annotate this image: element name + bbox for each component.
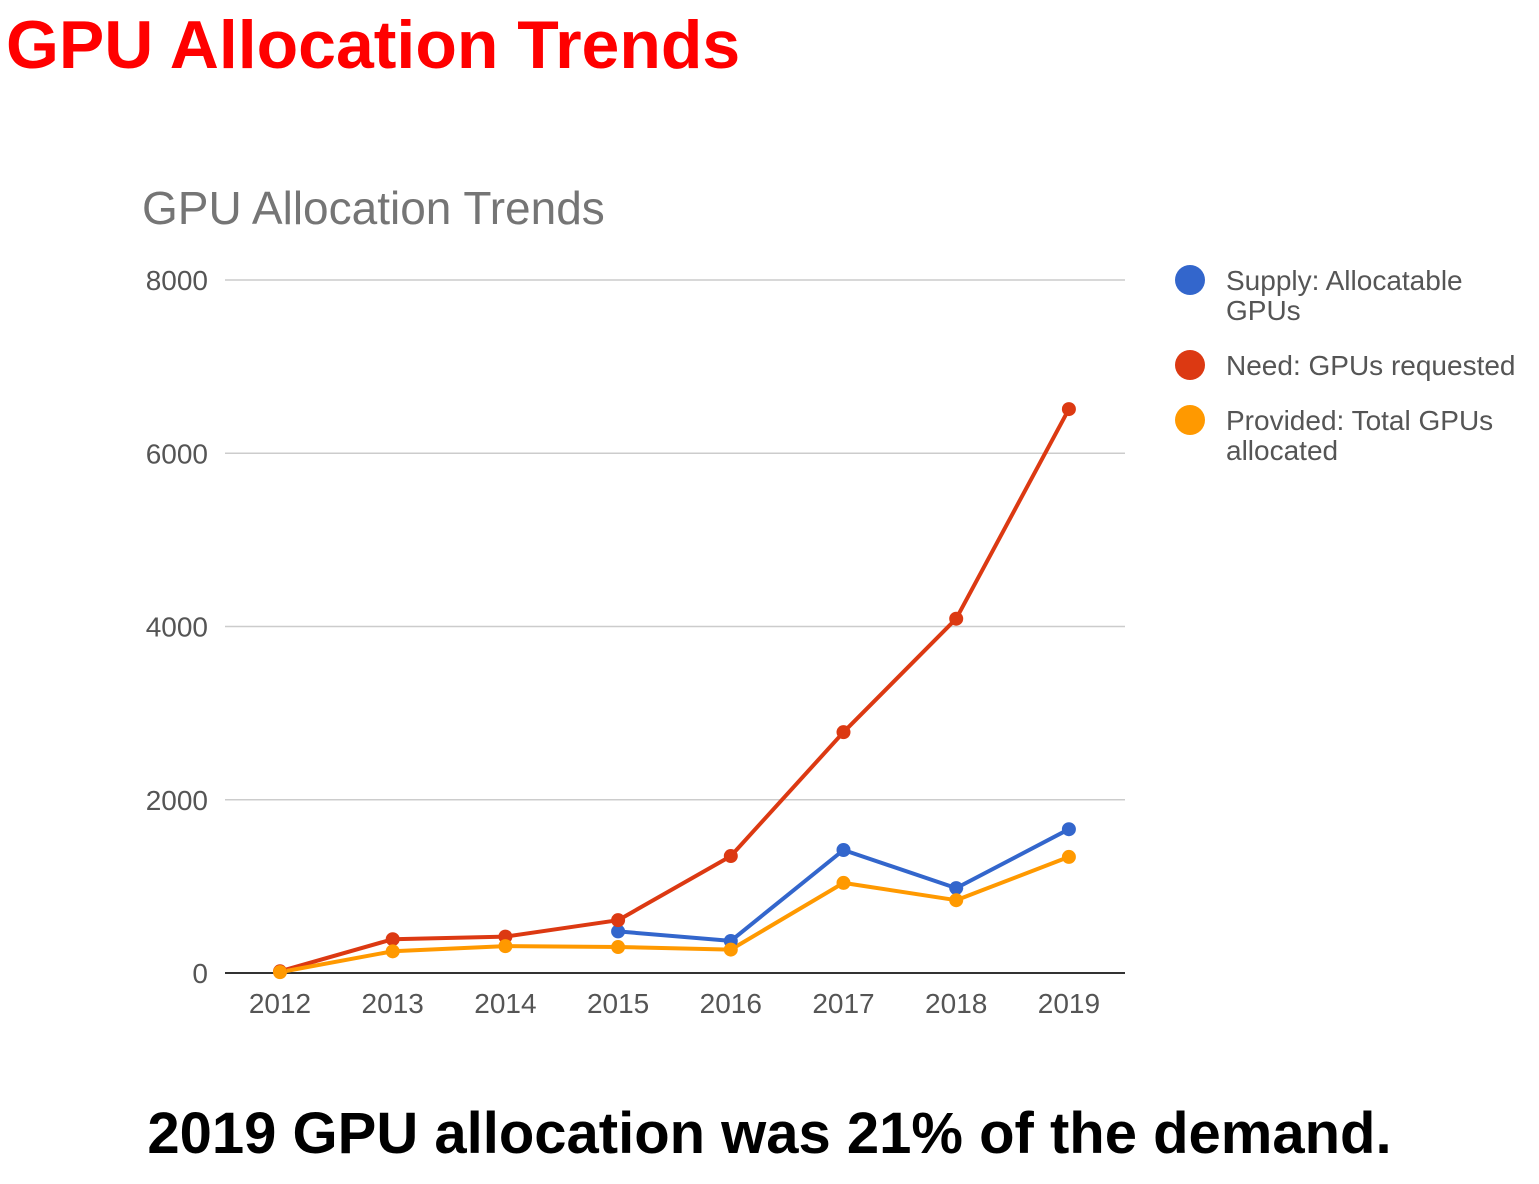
data-points	[273, 402, 1076, 980]
x-axis-ticks: 2012 2013 2014 2015 2016 2017 2018 2019	[249, 988, 1100, 1019]
x-tick-label: 2019	[1038, 988, 1100, 1019]
legend-marker-1	[1175, 350, 1205, 380]
series-line-2	[278, 854, 1071, 975]
x-tick-label: 2017	[812, 988, 874, 1019]
legend-label-1: Need: GPUs requested	[1226, 350, 1516, 381]
chart-title: GPU Allocation Trends	[142, 182, 605, 234]
data-point-2	[385, 944, 400, 959]
y-tick-label: 8000	[146, 265, 208, 296]
y-tick-label: 0	[192, 958, 208, 989]
slide-title: GPU Allocation Trends	[6, 7, 741, 83]
legend-label-0: Supply: Allocatable	[1226, 265, 1463, 296]
data-point-2	[723, 942, 738, 957]
data-point-1	[723, 849, 738, 864]
y-axis-ticks: 0 2000 4000 6000 8000	[146, 265, 208, 989]
data-point-1	[385, 932, 400, 947]
legend-label-2: Provided: Total GPUs	[1226, 405, 1493, 436]
data-point-0	[611, 924, 626, 939]
data-point-2	[949, 893, 964, 908]
data-point-0	[836, 842, 851, 857]
y-tick-label: 6000	[146, 438, 208, 469]
series-line-1	[278, 407, 1071, 974]
slide-caption: 2019 GPU allocation was 21% of the deman…	[147, 1101, 1392, 1166]
legend-marker-2	[1175, 405, 1205, 435]
data-point-1	[611, 913, 626, 928]
legend-marker-0	[1175, 265, 1205, 295]
x-tick-label: 2014	[474, 988, 536, 1019]
data-point-1	[949, 611, 964, 626]
legend-label-0: GPUs	[1226, 295, 1301, 326]
x-tick-label: 2015	[587, 988, 649, 1019]
data-point-2	[498, 939, 513, 954]
data-point-0	[949, 881, 964, 896]
y-tick-label: 2000	[146, 785, 208, 816]
x-tick-label: 2016	[700, 988, 762, 1019]
data-point-2	[273, 965, 287, 980]
data-point-2	[836, 875, 851, 890]
x-tick-label: 2013	[362, 988, 424, 1019]
data-point-1	[836, 725, 851, 740]
y-tick-label: 4000	[146, 612, 208, 643]
x-tick-label: 2018	[925, 988, 987, 1019]
data-point-2	[1061, 849, 1076, 864]
data-point-1	[1061, 402, 1076, 417]
data-point-0	[1061, 822, 1076, 837]
legend-label-2: allocated	[1226, 435, 1338, 466]
x-tick-label: 2012	[249, 988, 311, 1019]
data-point-2	[611, 940, 626, 955]
gridlines	[225, 279, 1125, 974]
